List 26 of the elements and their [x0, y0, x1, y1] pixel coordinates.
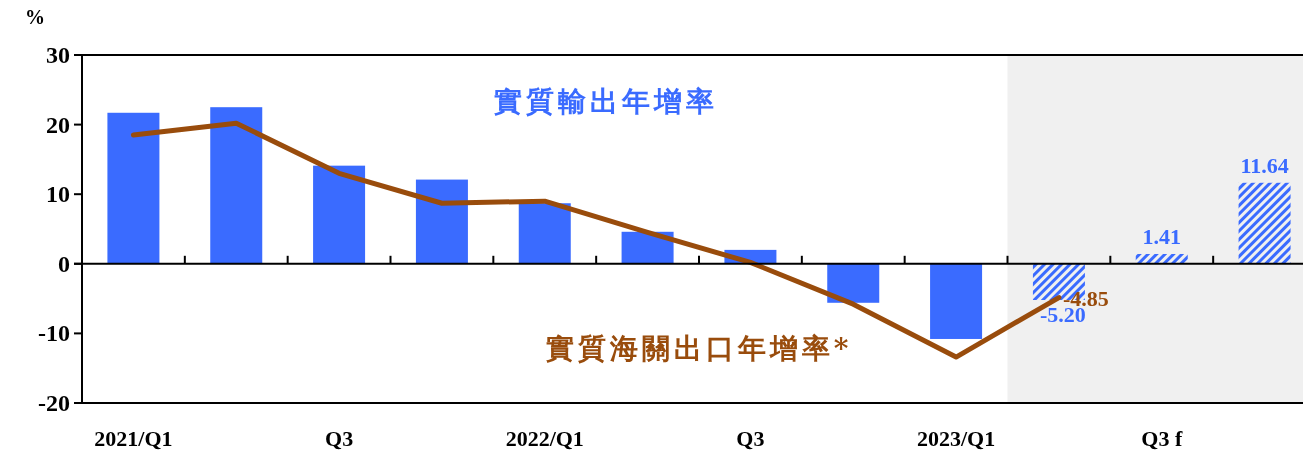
bar — [415, 179, 468, 264]
bar — [930, 263, 983, 339]
x-tick-label: Q3 — [325, 426, 354, 451]
x-tick-label: 2022/Q1 — [505, 426, 584, 451]
text: 實質輸出年增率 — [494, 84, 719, 118]
bar — [1238, 182, 1291, 264]
y-tick-label: 30 — [46, 42, 70, 68]
bar — [827, 263, 880, 303]
y-axis-title: % — [25, 6, 45, 28]
x-tick-label: 2021/Q1 — [94, 426, 173, 451]
y-tick-label: 10 — [46, 181, 70, 208]
y-tick-label: 0 — [58, 250, 70, 277]
y-tick-label: -10 — [38, 320, 70, 347]
bar — [210, 107, 263, 264]
y-tick-label: -20 — [38, 390, 70, 416]
data-label: 1.41 — [1142, 223, 1181, 249]
y-tick-label: 20 — [46, 111, 70, 138]
bar — [107, 112, 160, 264]
x-tick-label: Q3 f — [1141, 426, 1183, 451]
bar — [1135, 253, 1188, 264]
x-tick-label: Q3 — [736, 426, 765, 451]
data-label: 11.64 — [1240, 152, 1289, 178]
bar — [518, 203, 571, 264]
bar — [313, 165, 366, 264]
x-tick-label: 2023/Q1 — [916, 426, 996, 451]
series-label: 實質海關出口年增率* — [545, 331, 853, 365]
